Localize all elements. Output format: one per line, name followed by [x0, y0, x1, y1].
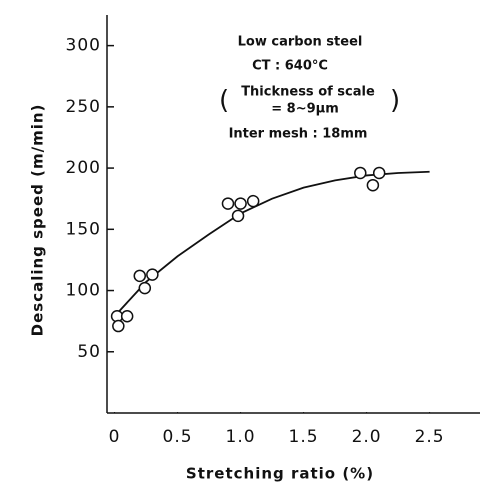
y-tick-label: 50 — [77, 342, 101, 362]
fit-curve — [113, 170, 430, 317]
annotation: Thickness of scale — [241, 85, 375, 100]
y-tick-label: 150 — [66, 219, 101, 239]
data-point — [112, 319, 125, 333]
annotation: CT : 640°C — [252, 59, 328, 74]
data-point — [234, 197, 247, 210]
annotation: = 8~9μm — [271, 102, 339, 117]
data-point — [221, 197, 235, 210]
y-tick-label: 100 — [66, 281, 101, 301]
y-tick-label: 250 — [66, 97, 101, 117]
data-point — [120, 310, 134, 323]
data-point — [146, 268, 159, 281]
x-tick-label: 2.0 — [352, 427, 382, 447]
y-axis-label: Descaling speed (m/min) — [29, 104, 47, 337]
x-tick-label: 1.0 — [226, 427, 256, 447]
data-point — [138, 281, 152, 295]
x-tick-label: 0 — [109, 427, 121, 447]
data-point — [354, 166, 367, 180]
x-axis-label: Stretching ratio (%) — [186, 465, 374, 483]
data-point — [231, 209, 245, 223]
data-point — [133, 269, 147, 283]
x-tick-label: 0.5 — [163, 427, 193, 447]
x-tick-label: 1.5 — [289, 427, 319, 447]
data-point — [246, 194, 260, 208]
y-tick-label: 300 — [66, 36, 101, 56]
data-point — [372, 166, 386, 180]
annotation: Low carbon steel — [238, 35, 363, 50]
paren: ( — [219, 86, 229, 116]
annotation: Inter mesh : 18mm — [229, 127, 368, 142]
x-tick-label: 2.5 — [415, 427, 445, 447]
data-point — [366, 178, 380, 192]
paren: ) — [390, 86, 400, 116]
y-tick-label: 200 — [66, 158, 101, 178]
